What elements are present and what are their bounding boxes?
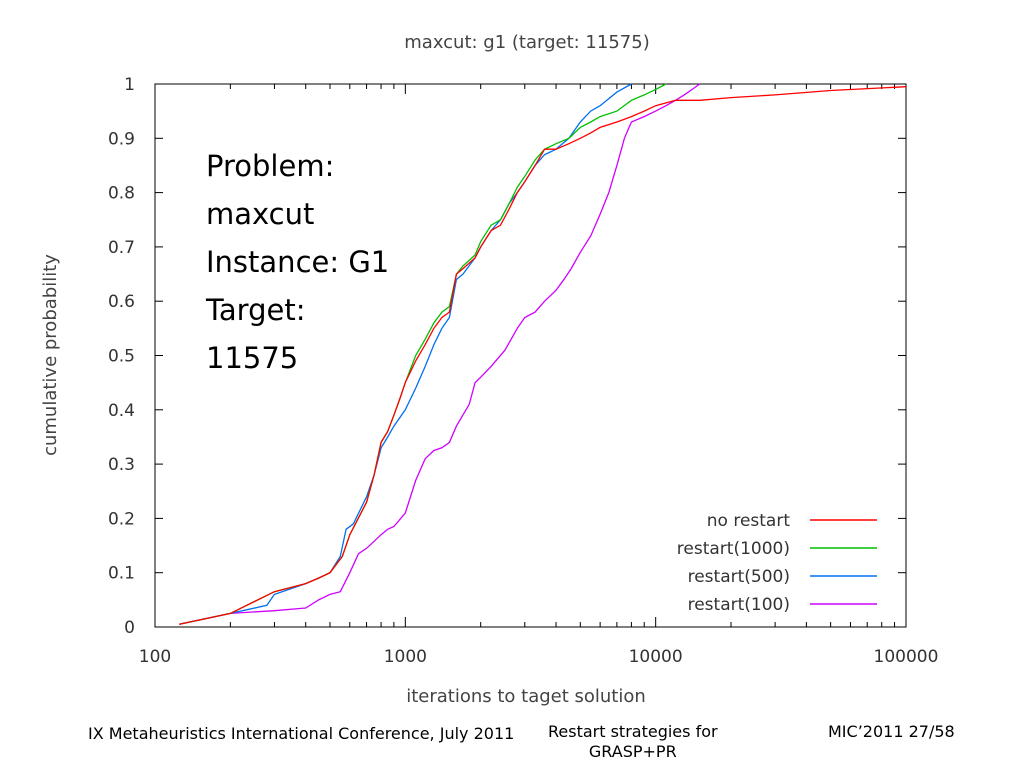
legend-label: restart(100) [688, 595, 790, 615]
x-tick-label: 10000 [629, 647, 683, 667]
series-line [179, 83, 701, 625]
annotation-line: 11575 [206, 341, 299, 375]
y-tick-label: 0.6 [108, 292, 135, 312]
footer-title-line: GRASP+PR [588, 742, 677, 761]
footer-title-line: Restart strategies for [548, 722, 718, 741]
y-axis-label: cumulative probability [40, 254, 61, 456]
series-line [179, 83, 632, 625]
chart-title: maxcut: g1 (target: 11575) [404, 32, 649, 53]
y-tick-label: 0.1 [108, 564, 135, 584]
footer-title: Restart strategies for GRASP+PR [548, 722, 718, 762]
y-tick-label: 0.5 [108, 347, 135, 367]
footer-conference: IX Metaheuristics International Conferen… [88, 724, 515, 743]
legend-label: restart(500) [688, 567, 790, 587]
y-tick-label: 0.8 [108, 184, 135, 204]
annotation-line: maxcut [206, 197, 315, 231]
y-tick-label: 0.4 [108, 401, 135, 421]
legend: no restart restart(1000) restart(500) resta… [677, 511, 877, 615]
x-tick-label: 100 [139, 647, 171, 667]
y-tick-label: 0.7 [108, 238, 135, 258]
x-axis-label: iterations to taget solution [406, 686, 646, 707]
y-tick-label: 0.2 [108, 509, 135, 529]
instance-annotation: Problem: maxcut Instance: G1 Target: 115… [206, 142, 389, 382]
legend-label: no restart [707, 511, 791, 531]
annotation-line: Instance: G1 [206, 245, 390, 279]
legend-label: restart(1000) [677, 539, 790, 559]
y-tick-label: 0 [124, 618, 135, 638]
series-line [179, 86, 907, 625]
footer-page-number: MIC’2011 27/58 [828, 722, 955, 741]
x-tick-label: 100000 [874, 647, 939, 667]
x-tick-label: 1000 [384, 647, 427, 667]
annotation-line: Target: [206, 293, 306, 327]
axis-ticks: 0 0.1 0.2 0.3 0.4 0.5 0.6 0.7 0.8 0.9 1 100 1000 1000… [108, 75, 939, 667]
y-tick-label: 0.3 [108, 455, 135, 475]
y-tick-label: 1 [124, 75, 135, 95]
annotation-line: Problem: [206, 149, 335, 183]
series-lines [179, 83, 907, 625]
y-tick-label: 0.9 [108, 129, 135, 149]
